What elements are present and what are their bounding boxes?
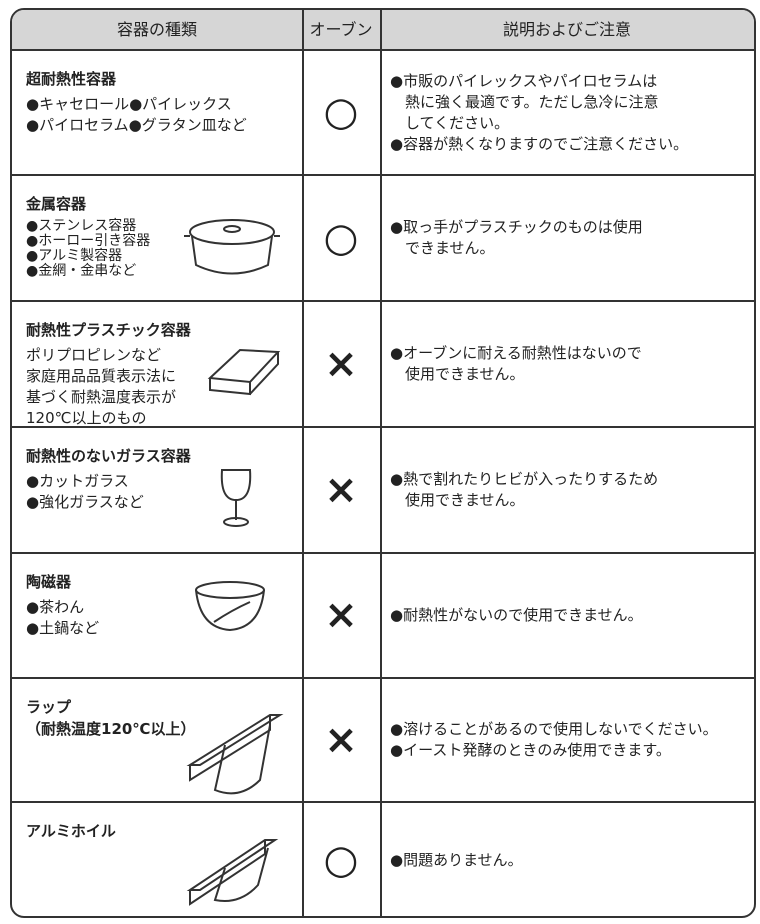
row-divider bbox=[12, 174, 754, 176]
container-icon bbox=[207, 348, 281, 396]
row-desc: ●カットガラス bbox=[26, 472, 129, 490]
row-note: してください。 bbox=[390, 113, 510, 132]
row-title: アルミホイル bbox=[26, 822, 116, 840]
table: 容器の種類 オーブン 説明およびご注意超耐熱性容器 ●キャセロール●パイレックス ●パイ… bbox=[10, 8, 756, 918]
row-note: できません。 bbox=[390, 239, 495, 257]
row-note: ●溶けることがあるので使用しないでください。 bbox=[390, 720, 718, 738]
bowl-icon bbox=[195, 581, 265, 632]
row-desc: ●茶わん bbox=[26, 598, 85, 616]
row-divider bbox=[12, 801, 754, 803]
row-desc: 120℃以上のもの bbox=[26, 409, 147, 427]
row-note: ●容器が熱くなりますのでご注意ください。 bbox=[390, 134, 689, 153]
oven-mark: ○ bbox=[323, 837, 359, 883]
foil-icon bbox=[186, 839, 279, 906]
row-divider bbox=[12, 552, 754, 554]
row-desc: 基づく耐熱温度表示が bbox=[26, 388, 177, 406]
row-note: ●熱で割れたりヒビが入ったりするため bbox=[390, 470, 659, 488]
row-desc: ●金網・金串など bbox=[26, 263, 137, 279]
row-note: ●イースト発酵のときのみ使用できます。 bbox=[390, 741, 671, 759]
column-divider bbox=[302, 10, 304, 916]
row-title: 陶磁器 bbox=[26, 573, 72, 591]
row-desc: ポリプロピレンなど bbox=[26, 346, 162, 364]
row-desc: ●土鍋など bbox=[26, 619, 100, 637]
header-cell: 容器の種類 bbox=[116, 20, 197, 39]
row-title: 金属容器 bbox=[26, 195, 87, 213]
row-divider bbox=[12, 426, 754, 428]
column-divider bbox=[380, 10, 382, 916]
row-title: 超耐熱性容器 bbox=[26, 70, 117, 88]
row-note: ●取っ手がプラスチックのものは使用 bbox=[390, 218, 643, 236]
row-note: 使用できません。 bbox=[390, 491, 525, 509]
oven-mark: × bbox=[324, 467, 358, 513]
header-cell: オーブン bbox=[309, 20, 373, 39]
header-bg bbox=[12, 10, 754, 50]
row-title: 耐熱性のないガラス容器 bbox=[26, 447, 191, 465]
row-note: ●市販のパイレックスやパイロセラムは bbox=[390, 71, 658, 90]
row-note: ●問題ありません。 bbox=[390, 850, 523, 869]
oven-mark: × bbox=[324, 341, 358, 387]
oven-mark: ○ bbox=[323, 89, 359, 135]
row-divider bbox=[12, 300, 754, 302]
row-desc: ●ステンレス容器 bbox=[26, 218, 137, 234]
oven-mark: ○ bbox=[323, 215, 359, 261]
row-note: ●耐熱性がないので使用できません。 bbox=[390, 606, 643, 624]
oven-mark: × bbox=[324, 717, 358, 763]
row-note: ●オーブンに耐える耐熱性はないので bbox=[390, 344, 642, 362]
row-note: 使用できません。 bbox=[390, 365, 525, 383]
row-divider bbox=[12, 49, 754, 51]
row-desc: ●強化ガラスなど bbox=[26, 493, 144, 511]
row-desc: ●パイロセラム●グラタン皿など bbox=[26, 116, 247, 134]
row-title: 耐熱性プラスチック容器 bbox=[26, 321, 191, 339]
header-cell: 説明およびご注意 bbox=[502, 20, 631, 39]
row-desc: 家庭用品品質表示法に bbox=[26, 367, 177, 385]
wrap-icon bbox=[186, 714, 284, 795]
pot-icon bbox=[184, 219, 280, 275]
row-note: 熱に強く最適です。ただし急冷に注意 bbox=[390, 92, 659, 111]
row-title: （耐熱温度120℃以上） bbox=[26, 720, 196, 738]
oven-mark: × bbox=[324, 592, 358, 638]
row-desc: ●ホーロー引き容器 bbox=[26, 233, 151, 249]
row-desc: ●キャセロール●パイレックス bbox=[26, 95, 232, 113]
row-desc: ●アルミ製容器 bbox=[26, 248, 123, 264]
row-divider bbox=[12, 677, 754, 679]
row-title: ラップ bbox=[26, 698, 72, 716]
glass-icon bbox=[220, 469, 252, 527]
